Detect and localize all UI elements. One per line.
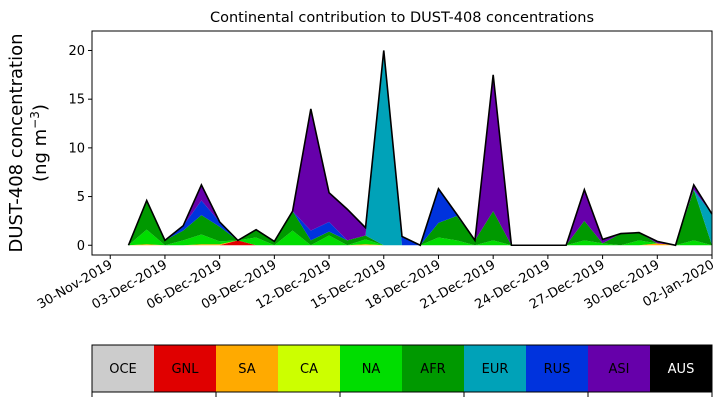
area-gnl: [128, 240, 712, 246]
ylabel-unit-prefix: (ng m: [30, 129, 51, 182]
legend-swatch-oce: [92, 345, 155, 392]
legend-swatch-sa: [216, 345, 279, 392]
plot-frame: [91, 30, 713, 256]
y-tick-label: 10: [68, 141, 85, 156]
legend-swatch-rus: [526, 345, 589, 392]
legend-label-rus: RUS: [544, 362, 571, 377]
legend-swatch-aus: [650, 345, 713, 392]
legend-label-sa: SA: [238, 362, 255, 377]
legend-swatch-na: [340, 345, 403, 392]
y-axis-label-line2: (ng m−3): [28, 104, 51, 182]
legend-label-afr: AFR: [420, 362, 445, 377]
ylabel-unit-suffix: ): [30, 104, 51, 111]
area-rus: [128, 50, 712, 246]
x-axis: 30-Nov-201903-Dec-201906-Dec-201909-Dec-…: [35, 255, 717, 313]
legend-swatch-asi: [588, 345, 651, 392]
legend-swatch-ca: [278, 345, 341, 392]
legend-label-asi: ASI: [609, 362, 630, 377]
legend-swatch-afr: [402, 345, 465, 392]
y-axis-label-line1: DUST-408 concentration: [6, 33, 27, 252]
area-sa: [128, 240, 712, 246]
legend-frame: [91, 344, 713, 393]
y-tick-label: 5: [77, 190, 85, 205]
area-na: [128, 229, 712, 246]
legend-colorbar: OCE GNL SA CA NA AFR EUR RUS ASI AUS: [91, 344, 713, 397]
y-axis-label: DUST-408 concentration (ng m−3): [6, 33, 51, 252]
chart-title: Continental contribution to DUST-408 con…: [210, 10, 594, 26]
total-outline: [127, 50, 713, 247]
y-tick-label: 15: [68, 93, 85, 108]
legend-label-gnl: GNL: [171, 362, 199, 377]
stacked-area-series: [127, 50, 713, 247]
legend-swatch-gnl: [154, 345, 217, 392]
legend-label-ca: CA: [300, 362, 318, 377]
legend-label-aus: AUS: [668, 362, 695, 377]
legend-label-oce: OCE: [109, 362, 137, 377]
ylabel-unit-exponent: −3: [28, 111, 42, 129]
legend-swatch-eur: [464, 345, 527, 392]
y-tick-label: 20: [68, 44, 85, 59]
y-tick-label: 0: [77, 239, 85, 254]
legend-label-eur: EUR: [482, 362, 509, 377]
legend-label-na: NA: [362, 362, 381, 377]
y-axis: 0 5 10 15 20: [68, 44, 92, 254]
